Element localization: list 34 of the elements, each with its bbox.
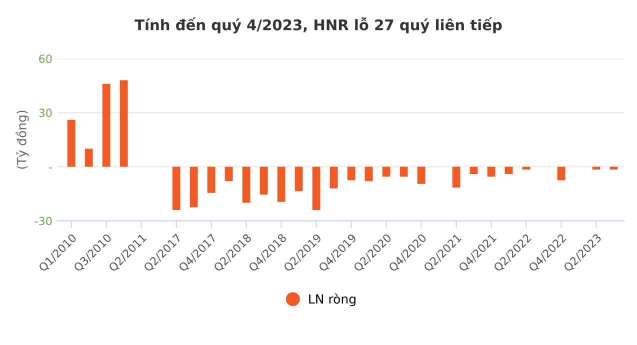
bar [487, 166, 496, 177]
bar [67, 120, 76, 167]
bar [294, 166, 303, 192]
bar [470, 166, 478, 174]
bar [207, 166, 216, 193]
bar [190, 166, 198, 208]
legend-label: LN ròng [309, 294, 356, 306]
bar [312, 166, 320, 210]
bar [277, 166, 286, 202]
bar [417, 166, 426, 184]
bar [382, 166, 390, 177]
y-tick-label: 60 [39, 54, 52, 64]
bar [557, 166, 566, 180]
bar [452, 166, 460, 188]
bar [172, 166, 180, 210]
bar [400, 166, 408, 177]
bar [84, 148, 93, 167]
y-tick-label: -30 [34, 216, 52, 226]
y-tick-label: - [49, 167, 52, 168]
bar [504, 166, 513, 174]
y-axis-title: (Tỷ đồng) [16, 110, 29, 169]
bar [242, 166, 250, 203]
bar [120, 80, 128, 167]
bar [522, 166, 530, 170]
bar [224, 166, 233, 182]
bar [364, 166, 373, 182]
bar [330, 166, 338, 188]
bar [592, 166, 600, 170]
y-tick-label: 30 [39, 108, 52, 118]
bar [102, 84, 110, 167]
bar [610, 166, 618, 170]
bar [260, 166, 268, 195]
chart-title: Tính đến quý 4/2023, HNR lỗ 27 quý liên tiếp [134, 17, 502, 34]
bar [347, 166, 356, 180]
